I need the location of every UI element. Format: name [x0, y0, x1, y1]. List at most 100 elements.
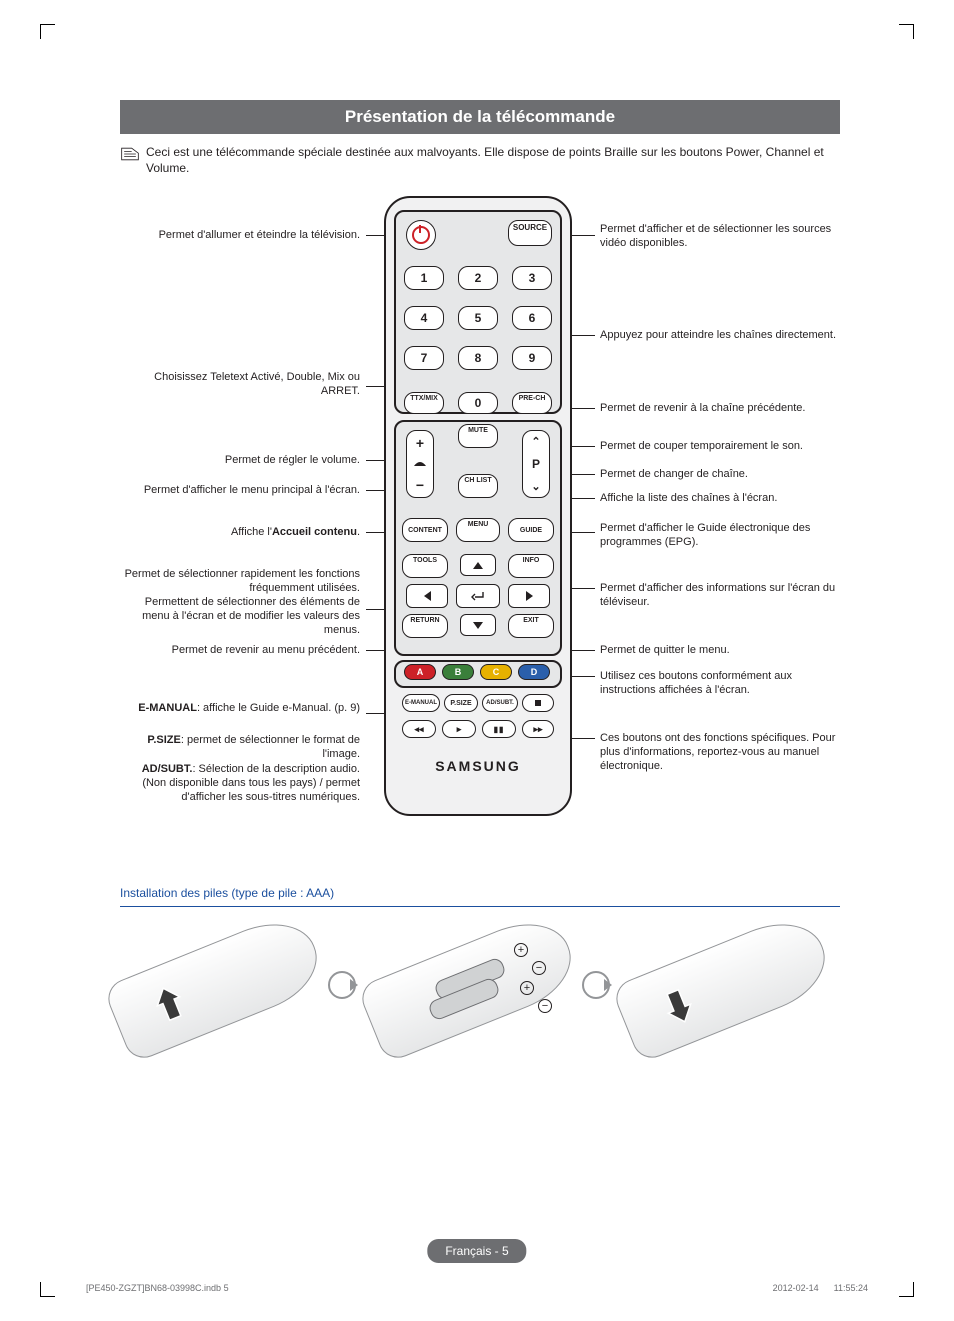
callout-adsubt: AD/SUBT.: Sélection de la description au…: [120, 763, 360, 804]
enter-icon: [470, 590, 486, 602]
footer-timestamp: 2012-02-14 11:55:24: [773, 1283, 868, 1293]
color-A-button[interactable]: A: [404, 664, 436, 680]
digit-4-button[interactable]: 4: [404, 306, 444, 330]
channel-down-icon: ⌄: [531, 480, 540, 493]
callout-prech: Permet de revenir à la chaîne précédente…: [600, 402, 840, 416]
volume-icon: [413, 460, 427, 468]
callout-psize: P.SIZE: permet de sélectionner le format…: [120, 734, 360, 762]
battery-diagram: + − + −: [120, 925, 840, 1045]
accessibility-note: Ceci est une télécommande spéciale desti…: [120, 144, 840, 176]
color-C-button[interactable]: C: [480, 664, 512, 680]
step-arrow-icon: [582, 971, 610, 999]
callout-tools: Permet de sélectionner rapidement les fo…: [120, 568, 360, 596]
crop-mark: [40, 1282, 55, 1297]
page-content: Présentation de la télécommande Ceci est…: [120, 100, 840, 1045]
stop-button[interactable]: [522, 694, 554, 712]
volume-up-icon: +: [416, 435, 424, 451]
play-button[interactable]: ▸: [442, 720, 476, 738]
battery-step-2: + − + −: [374, 925, 564, 1045]
channel-p-label: P: [532, 457, 540, 471]
pause-button[interactable]: ▮▮: [482, 720, 516, 738]
remote-control: SOURCE 123 456 789 TTX/MIX 0 PRE-CH MUTE +…: [384, 196, 572, 816]
volume-rocker[interactable]: + −: [406, 430, 434, 498]
chlist-button[interactable]: CH LIST: [458, 474, 498, 498]
play-icon: ▸: [457, 724, 462, 735]
enter-button[interactable]: [456, 584, 500, 608]
brand-label: SAMSUNG: [384, 758, 572, 774]
ttxmix-button[interactable]: TTX/MIX: [404, 392, 444, 414]
digit-8-button[interactable]: 8: [458, 346, 498, 370]
arrow-left-icon: [424, 591, 431, 601]
callout-nav: Permettent de sélectionner des éléments …: [120, 596, 360, 637]
ff-icon: ▸▸: [533, 724, 542, 735]
nav-right-button[interactable]: [508, 584, 550, 608]
note-icon: [120, 146, 140, 162]
callout-exit: Permet de quitter le menu.: [600, 644, 840, 658]
battery-section-title: Installation des piles (type de pile : A…: [120, 886, 840, 907]
callout-media: Ces boutons ont des fonctions spécifique…: [600, 732, 840, 773]
color-B-button[interactable]: B: [442, 664, 474, 680]
callout-info: Permet d'afficher des informations sur l…: [600, 582, 840, 610]
fastforward-button[interactable]: ▸▸: [522, 720, 554, 738]
guide-button[interactable]: GUIDE: [508, 518, 554, 542]
nav-left-button[interactable]: [406, 584, 448, 608]
digit-9-button[interactable]: 9: [512, 346, 552, 370]
digit-0-button[interactable]: 0: [458, 392, 498, 414]
crop-mark: [899, 1282, 914, 1297]
exit-button[interactable]: EXIT: [508, 614, 554, 638]
stop-icon: [535, 700, 541, 706]
crop-mark: [899, 24, 914, 39]
crop-mark: [40, 24, 55, 39]
menu-button[interactable]: MENU: [456, 518, 500, 542]
callout-ttx: Choisissez Teletext Activé, Double, Mix …: [120, 371, 360, 399]
digit-2-button[interactable]: 2: [458, 266, 498, 290]
callout-content: Affiche l'Accueil contenu.: [120, 526, 360, 540]
callout-abcd: Utilisez ces boutons conformément aux in…: [600, 670, 840, 698]
callout-volume: Permet de régler le volume.: [120, 454, 360, 468]
rewind-icon: ◂◂: [414, 724, 423, 735]
tools-button[interactable]: TOOLS: [402, 554, 448, 578]
emanual-button[interactable]: E-MANUAL: [402, 694, 440, 712]
pause-icon: ▮▮: [494, 725, 505, 734]
callout-emanual: E-MANUAL: affiche le Guide e-Manual. (p.…: [120, 702, 360, 716]
arrow-right-icon: [526, 591, 533, 601]
step-arrow-icon: [328, 971, 356, 999]
channel-rocker[interactable]: ⌃ P ⌄: [522, 430, 550, 498]
content-button[interactable]: CONTENT: [402, 518, 448, 542]
digit-5-button[interactable]: 5: [458, 306, 498, 330]
rewind-button[interactable]: ◂◂: [402, 720, 436, 738]
callout-digits: Appuyez pour atteindre les chaînes direc…: [600, 329, 840, 343]
arrow-down-icon: [473, 622, 483, 629]
minus-icon: −: [538, 999, 552, 1013]
prech-button[interactable]: PRE-CH: [512, 392, 552, 414]
psize-button[interactable]: P.SIZE: [444, 694, 478, 712]
source-button[interactable]: SOURCE: [508, 220, 552, 246]
mute-button[interactable]: MUTE: [458, 424, 498, 448]
battery-step-1: [120, 925, 310, 1045]
return-button[interactable]: RETURN: [402, 614, 448, 638]
nav-up-button[interactable]: [460, 554, 496, 576]
color-D-button[interactable]: D: [518, 664, 550, 680]
digit-3-button[interactable]: 3: [512, 266, 552, 290]
digit-1-button[interactable]: 1: [404, 266, 444, 290]
adsubt-button[interactable]: AD/SUBT.: [482, 694, 518, 712]
remote-diagram: Permet d'allumer et éteindre la télévisi…: [120, 196, 840, 846]
callout-power: Permet d'allumer et éteindre la télévisi…: [120, 229, 360, 243]
callout-chan: Permet de changer de chaîne.: [600, 468, 840, 482]
info-button[interactable]: INFO: [508, 554, 554, 578]
battery-step-3: [628, 925, 818, 1045]
callout-source: Permet d'afficher et de sélectionner les…: [600, 223, 840, 251]
channel-up-icon: ⌃: [531, 435, 540, 448]
callout-mute: Permet de couper temporairement le son.: [600, 440, 840, 454]
arrow-up-icon: [473, 562, 483, 569]
digit-6-button[interactable]: 6: [512, 306, 552, 330]
digit-7-button[interactable]: 7: [404, 346, 444, 370]
power-icon: [412, 226, 430, 244]
section-title: Présentation de la télécommande: [120, 100, 840, 134]
page-number-badge: Français - 5: [427, 1239, 526, 1263]
callout-guide: Permet d'afficher le Guide électronique …: [600, 522, 840, 550]
nav-down-button[interactable]: [460, 614, 496, 636]
callout-menu: Permet d'afficher le menu principal à l'…: [120, 484, 360, 498]
callout-chlist: Affiche la liste des chaînes à l'écran.: [600, 492, 840, 506]
footer-doc-id: [PE450-ZGZT]BN68-03998C.indb 5: [86, 1283, 229, 1293]
